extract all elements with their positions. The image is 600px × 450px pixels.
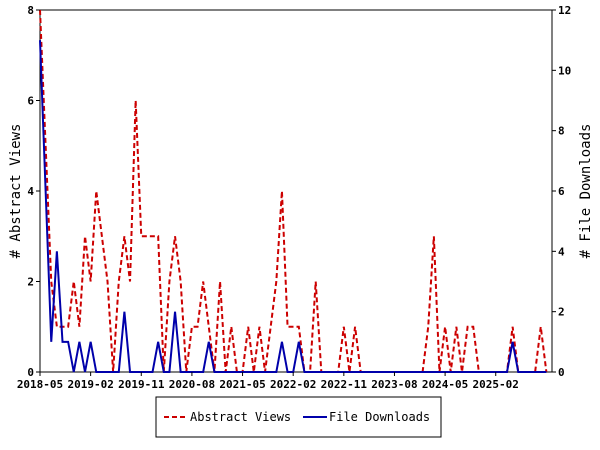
x-tick-label: 2019-11: [118, 378, 165, 391]
x-tick-label: 2021-05: [219, 378, 265, 391]
x-tick-label: 2018-05: [17, 378, 63, 391]
x-tick-label: 2024-05: [422, 378, 468, 391]
right-tick-label: 2: [558, 306, 565, 319]
right-tick-label: 6: [558, 185, 565, 198]
right-axis: 0 2 4 6 8 10 12: [552, 4, 571, 379]
x-tick-label: 2022-11: [321, 378, 368, 391]
left-axis-title: # Abstract Views: [8, 124, 24, 259]
left-tick-label: 6: [27, 95, 34, 108]
left-axis: 0 2 4 6 8: [27, 4, 40, 379]
x-tick-label: 2022-02: [270, 378, 316, 391]
legend-box: [155, 396, 442, 438]
series-line-abstract-views: [39, 9, 548, 373]
left-tick-label: 0: [27, 366, 34, 379]
x-tick-label: 2025-02: [473, 378, 519, 391]
legend: Abstract Views File Downloads: [155, 396, 442, 438]
right-tick-label: 12: [558, 4, 571, 17]
left-tick-label: 8: [27, 4, 34, 17]
x-tick-label: 2019-02: [67, 378, 113, 391]
right-tick-label: 10: [558, 64, 571, 77]
x-axis: 2018-05 2019-02 2019-11 2020-08 2021-05 2022-…: [17, 372, 519, 391]
legend-label-file-downloads: File Downloads: [329, 410, 430, 424]
right-tick-label: 8: [558, 125, 565, 138]
x-tick-label: 2023-08: [371, 378, 417, 391]
legend-label-abstract-views: Abstract Views: [190, 410, 291, 424]
x-tick-label: 2020-08: [169, 378, 215, 391]
left-tick-label: 4: [27, 185, 34, 198]
right-tick-label: 4: [558, 245, 565, 258]
right-axis-title: # File Downloads: [578, 124, 594, 259]
left-tick-label: 2: [27, 276, 34, 289]
right-tick-label: 0: [558, 366, 565, 379]
